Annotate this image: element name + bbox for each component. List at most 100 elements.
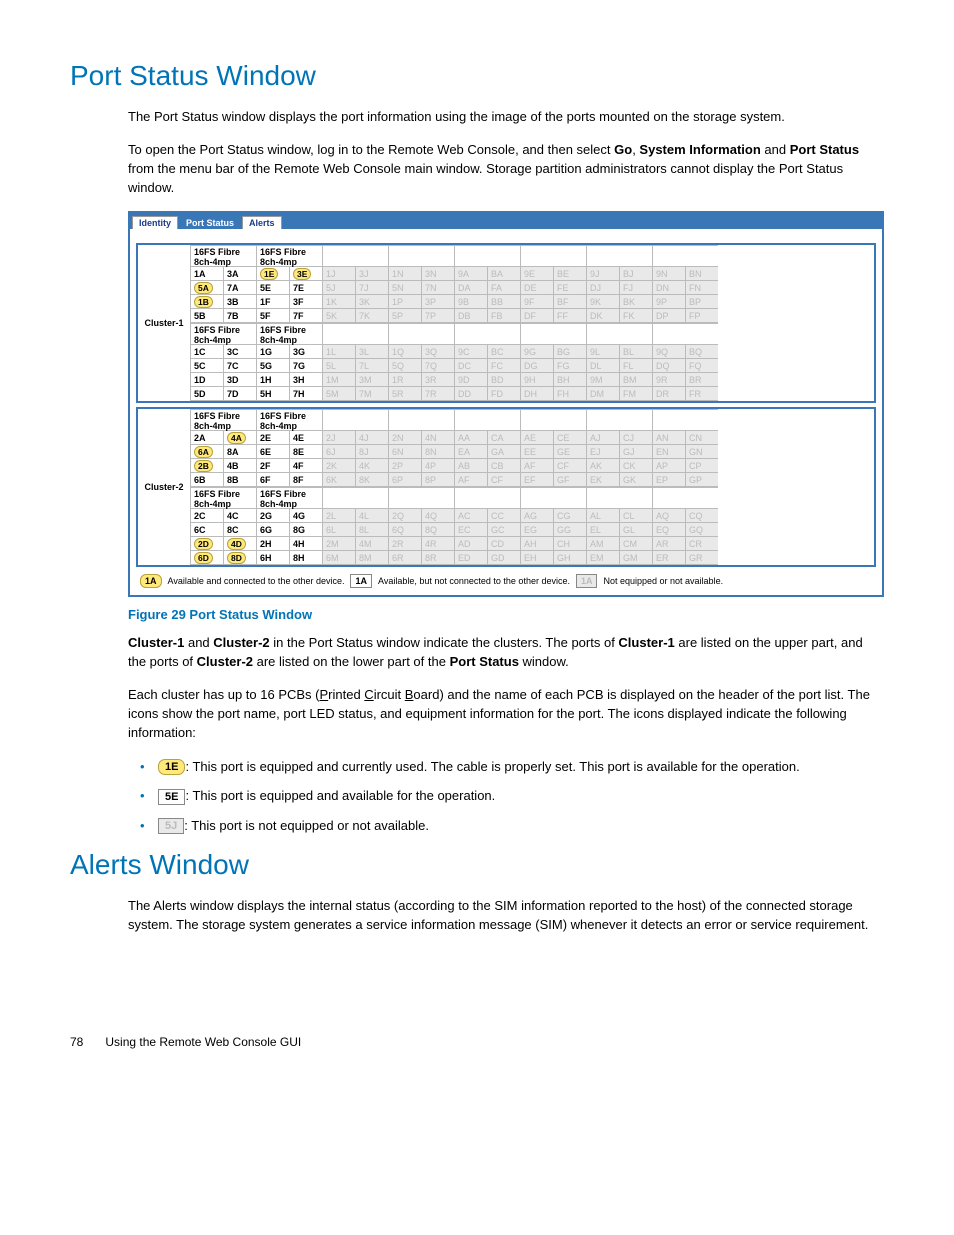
port-3A[interactable]: 3A (223, 267, 256, 281)
port-CD: CD (487, 537, 520, 551)
port-AC: AC (454, 509, 487, 523)
port-1C[interactable]: 1C (190, 345, 223, 359)
port-7C[interactable]: 7C (223, 359, 256, 373)
port-3E[interactable]: 3E (289, 267, 322, 281)
port-6Q: 6Q (388, 523, 421, 537)
port-6D[interactable]: 6D (190, 551, 223, 565)
port-2C[interactable]: 2C (190, 509, 223, 523)
port-7L: 7L (355, 359, 388, 373)
port-4A[interactable]: 4A (223, 431, 256, 445)
port-2H[interactable]: 2H (256, 537, 289, 551)
port-4D[interactable]: 4D (223, 537, 256, 551)
port-8E[interactable]: 8E (289, 445, 322, 459)
port-9K: 9K (586, 295, 619, 309)
port-3D[interactable]: 3D (223, 373, 256, 387)
port-5B[interactable]: 5B (190, 309, 223, 323)
port-EG: EG (520, 523, 553, 537)
port-6A[interactable]: 6A (190, 445, 223, 459)
port-1F[interactable]: 1F (256, 295, 289, 309)
menu-system-information: System Information (639, 142, 760, 157)
port-7D[interactable]: 7D (223, 387, 256, 401)
text: : This port is equipped and available fo… (185, 788, 495, 803)
port-2B[interactable]: 2B (190, 459, 223, 473)
port-DC: DC (454, 359, 487, 373)
port-4E[interactable]: 4E (289, 431, 322, 445)
port-1A[interactable]: 1A (190, 267, 223, 281)
port-8F[interactable]: 8F (289, 473, 322, 487)
port-5F[interactable]: 5F (256, 309, 289, 323)
port-8N: 8N (421, 445, 454, 459)
port-8B[interactable]: 8B (223, 473, 256, 487)
port-7G[interactable]: 7G (289, 359, 322, 373)
port-7A[interactable]: 7A (223, 281, 256, 295)
port-5D[interactable]: 5D (190, 387, 223, 401)
port-5G[interactable]: 5G (256, 359, 289, 373)
port-4G[interactable]: 4G (289, 509, 322, 523)
tab-port-status[interactable]: Port Status (179, 216, 241, 229)
port-1M: 1M (322, 373, 355, 387)
port-8A[interactable]: 8A (223, 445, 256, 459)
port-5R: 5R (388, 387, 421, 401)
port-7B[interactable]: 7B (223, 309, 256, 323)
port-3H[interactable]: 3H (289, 373, 322, 387)
port-9A: 9A (454, 267, 487, 281)
port-2F[interactable]: 2F (256, 459, 289, 473)
port-4B[interactable]: 4B (223, 459, 256, 473)
text: oard (413, 687, 439, 702)
port-AG: AG (520, 509, 553, 523)
pcb-header: 16FS Fibre 8ch-4mp (190, 323, 256, 345)
port-5E[interactable]: 5E (256, 281, 289, 295)
port-1B[interactable]: 1B (190, 295, 223, 309)
port-BC: BC (487, 345, 520, 359)
port-1H[interactable]: 1H (256, 373, 289, 387)
port-8H[interactable]: 8H (289, 551, 322, 565)
port-FR: FR (685, 387, 718, 401)
port-3B[interactable]: 3B (223, 295, 256, 309)
port-6F[interactable]: 6F (256, 473, 289, 487)
port-4H[interactable]: 4H (289, 537, 322, 551)
port-1E[interactable]: 1E (256, 267, 289, 281)
port-4F[interactable]: 4F (289, 459, 322, 473)
port-5M: 5M (322, 387, 355, 401)
port-6E[interactable]: 6E (256, 445, 289, 459)
port-5J: 5J (322, 281, 355, 295)
port-4C[interactable]: 4C (223, 509, 256, 523)
port-6G[interactable]: 6G (256, 523, 289, 537)
port-2A[interactable]: 2A (190, 431, 223, 445)
port-GG: GG (553, 523, 586, 537)
port-7F[interactable]: 7F (289, 309, 322, 323)
port-5H[interactable]: 5H (256, 387, 289, 401)
pcb-header: 16FS Fibre 8ch-4mp (256, 487, 322, 509)
port-6J: 6J (322, 445, 355, 459)
port-2M: 2M (322, 537, 355, 551)
port-5N: 5N (388, 281, 421, 295)
port-3G[interactable]: 3G (289, 345, 322, 359)
port-1Q: 1Q (388, 345, 421, 359)
port-1D[interactable]: 1D (190, 373, 223, 387)
port-5A[interactable]: 5A (190, 281, 223, 295)
port-8C[interactable]: 8C (223, 523, 256, 537)
port-AN: AN (652, 431, 685, 445)
port-8D[interactable]: 8D (223, 551, 256, 565)
pcb-header (520, 409, 586, 431)
port-9L: 9L (586, 345, 619, 359)
port-3F[interactable]: 3F (289, 295, 322, 309)
tab-identity[interactable]: Identity (132, 216, 178, 229)
port-2D[interactable]: 2D (190, 537, 223, 551)
port-4M: 4M (355, 537, 388, 551)
port-2G[interactable]: 2G (256, 509, 289, 523)
port-7H[interactable]: 7H (289, 387, 322, 401)
port-GJ: GJ (619, 445, 652, 459)
port-7E[interactable]: 7E (289, 281, 322, 295)
port-3C[interactable]: 3C (223, 345, 256, 359)
port-2E[interactable]: 2E (256, 431, 289, 445)
icon-legend-list: 1E: This port is equipped and currently … (128, 757, 884, 836)
tab-alerts[interactable]: Alerts (242, 216, 282, 229)
port-1G[interactable]: 1G (256, 345, 289, 359)
port-6H[interactable]: 6H (256, 551, 289, 565)
port-5C[interactable]: 5C (190, 359, 223, 373)
port-8G[interactable]: 8G (289, 523, 322, 537)
port-6B[interactable]: 6B (190, 473, 223, 487)
port-6C[interactable]: 6C (190, 523, 223, 537)
port-2K: 2K (322, 459, 355, 473)
